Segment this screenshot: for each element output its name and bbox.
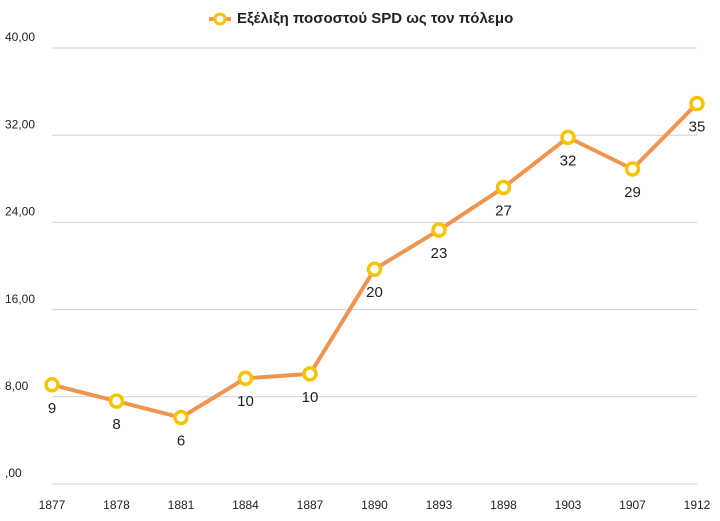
marker <box>366 261 383 278</box>
marker <box>495 179 512 196</box>
series-line <box>51 102 699 420</box>
data-label: 32 <box>560 152 577 169</box>
y-tick-label: 40,00 <box>5 30 35 44</box>
x-tick-label: 1890 <box>361 498 388 512</box>
marker <box>237 370 254 387</box>
x-tick-label: 1907 <box>619 498 646 512</box>
x-tick-label: 1893 <box>426 498 453 512</box>
y-tick-label: 32,00 <box>5 117 35 131</box>
x-tick-label: 1898 <box>490 498 517 512</box>
data-label: 35 <box>689 119 706 136</box>
marker <box>44 377 60 393</box>
data-label: 29 <box>624 184 641 201</box>
marker <box>689 95 705 112</box>
data-label: 8 <box>112 416 120 433</box>
marker <box>560 129 576 146</box>
x-tick-label: 1877 <box>39 498 66 512</box>
x-tick-label: 1884 <box>232 498 259 512</box>
y-tick-label: 8,00 <box>5 379 29 393</box>
marker <box>173 409 189 426</box>
data-label: 9 <box>48 400 56 417</box>
legend-marker <box>213 12 227 26</box>
data-label: 20 <box>366 284 383 301</box>
x-tick-label: 1881 <box>168 498 195 512</box>
y-tick-label: 24,00 <box>5 205 35 219</box>
x-tick-label: 1887 <box>297 498 324 512</box>
marker <box>431 222 447 238</box>
y-tick-label: ,00 <box>5 466 22 480</box>
legend-label: Εξέλιξη ποσοστού SPD ως τον πόλεμο <box>237 10 513 27</box>
y-tick-label: 16,00 <box>5 292 35 306</box>
data-label: 23 <box>431 245 448 262</box>
marker <box>302 366 318 382</box>
x-tick-label: 1878 <box>103 498 130 512</box>
marker <box>624 161 641 177</box>
x-tick-label: 1903 <box>555 498 582 512</box>
data-label: 10 <box>237 393 254 410</box>
marker <box>108 393 125 409</box>
data-label: 10 <box>302 389 319 406</box>
data-label: 6 <box>177 432 185 449</box>
x-tick-label: 1912 <box>684 498 711 512</box>
data-label: 27 <box>495 202 512 219</box>
